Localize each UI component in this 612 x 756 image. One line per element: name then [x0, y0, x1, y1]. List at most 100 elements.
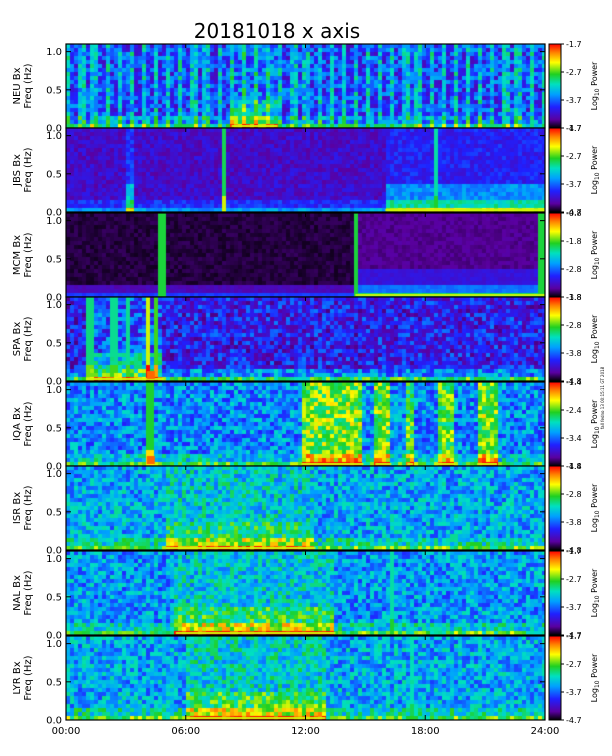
y-tick-label: 0.0 [46, 716, 62, 727]
y-tick-label: 1.0 [46, 385, 62, 396]
y-tick-label: 0.0 [46, 208, 62, 219]
y-tick-label: 0.0 [46, 546, 62, 557]
panel-nal: 0.0 0.5 1.0 NAL Bx Freq (Hz) -1.7 -2.7 -3.7 -4.7… [12, 547, 601, 642]
y-tick-label: 0.5 [46, 85, 62, 96]
y-label-station: LYR Bx [12, 661, 23, 694]
colorbar-tick-label: -1.7 [566, 632, 582, 641]
colorbar [548, 43, 562, 129]
colorbar-tick-label: -4.8 [566, 377, 582, 386]
colorbar-tick-label: -2.8 [566, 321, 582, 330]
y-tick-label: 1.0 [46, 300, 62, 311]
y-label-station: SPA Bx [12, 322, 23, 357]
colorbar-label: Log10 Power [590, 145, 601, 194]
colorbar-tick-label: -2.7 [566, 660, 582, 669]
colorbar-tick-label: -1.8 [566, 293, 582, 302]
x-tick-label: 12:00 [291, 726, 320, 737]
y-label-station: NAL Bx [12, 575, 23, 611]
colorbar-label: Log10 Power [590, 653, 601, 702]
colorbar [548, 296, 562, 382]
colorbar-tick-label: -3.4 [566, 434, 582, 443]
colorbar-tick-label: -1.4 [566, 378, 582, 387]
spectrogram-image [66, 44, 545, 128]
colorbar-label: Log10 Power [590, 399, 601, 448]
spectrogram-image [66, 213, 545, 297]
y-label-station: JBS Bx [12, 154, 23, 187]
panel-iqa: 0.0 0.5 1.0 IQA Bx Freq (Hz) -1.4 -2.4 -3.4 -4.4… [12, 378, 601, 473]
y-tick-label: 0.5 [46, 254, 62, 265]
colorbar-tick-label: -2.7 [566, 68, 582, 77]
x-axis: 00:00 06:00 12:00 18:00 24:00 [52, 44, 560, 737]
colorbar-tick-label: -4.7 [566, 208, 582, 217]
y-tick-label: 0.5 [46, 592, 62, 603]
colorbar-tick-label: -3.8 [566, 293, 582, 302]
y-tick-label: 0.0 [46, 293, 62, 304]
spectrogram-image [66, 636, 545, 720]
spectrogram-image [66, 382, 545, 466]
colorbar-tick-label: -2.4 [566, 406, 582, 415]
y-tick-label: 1.0 [46, 216, 62, 227]
colorbar [548, 465, 562, 551]
colorbar [548, 381, 562, 467]
colorbar-tick-label: -0.8 [566, 209, 582, 218]
colorbar-label: Log10 Power [590, 61, 601, 110]
colorbar-tick-label: -4.7 [566, 631, 582, 640]
colorbar-tick-label: -1.7 [566, 124, 582, 133]
y-tick-label: 0.0 [46, 377, 62, 388]
colorbar-tick-label: -2.8 [566, 490, 582, 499]
panel-jbs: 0.0 0.5 1.0 JBS Bx Freq (Hz) -1.7 -2.7 -3.7 -4.7… [12, 124, 601, 219]
y-label-freq: Freq (Hz) [23, 316, 34, 361]
colorbar [548, 550, 562, 636]
panel-spa: 0.0 0.5 1.0 SPA Bx Freq (Hz) -1.8 -2.8 -3.8 -4.8… [12, 293, 601, 388]
spectrogram-image [66, 551, 545, 635]
y-label-freq: Freq (Hz) [23, 485, 34, 530]
y-label-freq: Freq (Hz) [23, 401, 34, 446]
colorbar-tick-label: -1.7 [566, 547, 582, 556]
y-tick-label: 0.0 [46, 631, 62, 642]
colorbar-tick-label: -3.7 [566, 688, 582, 697]
colorbar-tick-label: -3.7 [566, 603, 582, 612]
y-label-freq: Freq (Hz) [23, 63, 34, 108]
y-label-freq: Freq (Hz) [23, 570, 34, 615]
x-tick-label: 18:00 [411, 726, 440, 737]
colorbar-tick-label: -1.8 [566, 237, 582, 246]
y-tick-label: 0.5 [46, 423, 62, 434]
x-tick-label: 06:00 [171, 726, 200, 737]
colorbar-tick-label: -4.4 [566, 462, 582, 471]
x-tick-label: 00:00 [52, 726, 81, 737]
colorbar-tick-label: -4.7 [566, 124, 582, 133]
y-label-freq: Freq (Hz) [23, 655, 34, 700]
colorbar-tick-label: -2.7 [566, 575, 582, 584]
spectrogram-image [66, 297, 545, 381]
y-tick-label: 0.5 [46, 507, 62, 518]
colorbar-label: Log10 Power [590, 314, 601, 363]
chart-title: 20181018 x axis [194, 19, 360, 43]
colorbar-tick-label: -3.8 [566, 518, 582, 527]
colorbar-tick-label: -3.7 [566, 180, 582, 189]
y-tick-label: 1.0 [46, 469, 62, 480]
side-note: fall fedno 13 00:15:11 GT 2018 [600, 366, 605, 429]
colorbar-tick-label: -4.7 [566, 716, 582, 725]
colorbar-label: Log10 Power [590, 230, 601, 279]
colorbar-tick-label: -2.8 [566, 265, 582, 274]
panel-mcm: 0.0 0.5 1.0 MCM Bx Freq (Hz) -0.8 -1.8 -2.8 -3.8… [12, 209, 601, 304]
y-tick-label: 1.0 [46, 47, 62, 58]
colorbar-tick-label: -4.8 [566, 546, 582, 555]
colorbar-label: Log10 Power [590, 568, 601, 617]
y-tick-label: 0.5 [46, 169, 62, 180]
colorbar [548, 635, 562, 721]
y-label-station: ISR Bx [12, 492, 23, 524]
colorbar [548, 127, 562, 213]
y-label-station: MCM Bx [12, 235, 23, 275]
panel-neu: 0.0 0.5 1.0 NEU Bx Freq (Hz) -1.7 -2.7 -3.7 -4.7… [12, 40, 601, 135]
y-tick-label: 1.0 [46, 131, 62, 142]
colorbar [548, 212, 562, 298]
spectrogram-image [66, 466, 545, 550]
y-tick-label: 0.0 [46, 124, 62, 135]
colorbar-tick-label: -1.7 [566, 40, 582, 49]
x-tick-label: 24:00 [531, 726, 560, 737]
colorbar-tick-label: -2.7 [566, 152, 582, 161]
panel-lyr: 0.0 0.5 1.0 LYR Bx Freq (Hz) -1.7 -2.7 -3.7 -4.7… [12, 632, 601, 727]
y-label-freq: Freq (Hz) [23, 232, 34, 277]
y-label-freq: Freq (Hz) [23, 147, 34, 192]
